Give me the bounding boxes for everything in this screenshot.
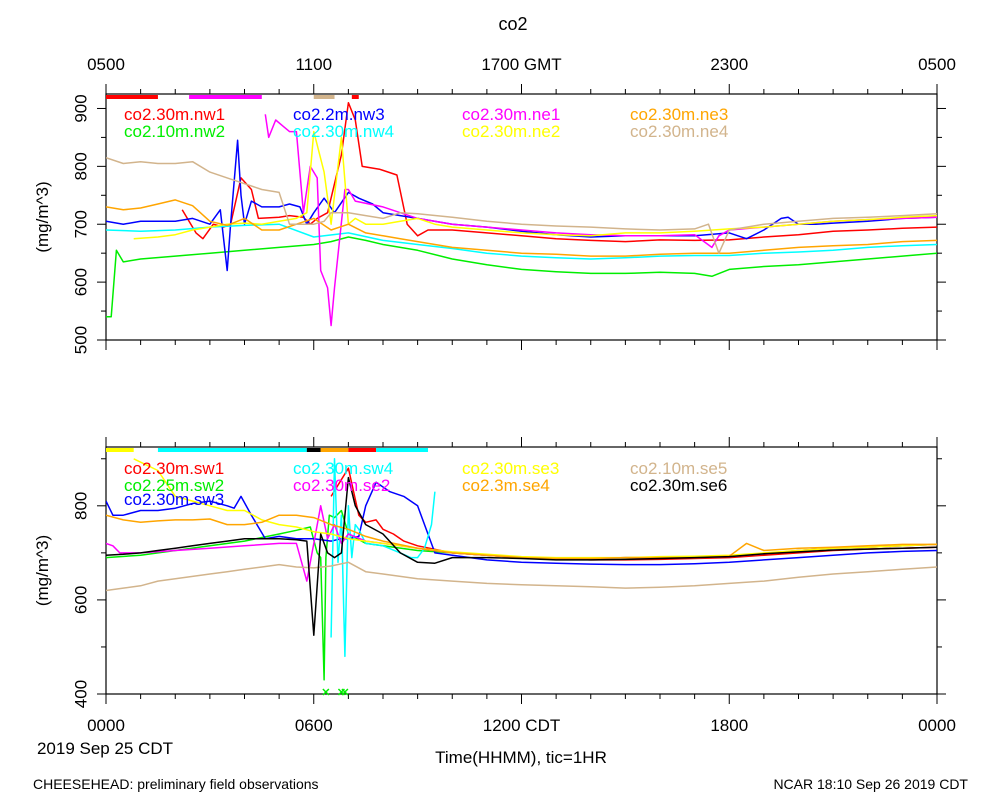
series-line-co2-30m-se6 (106, 476, 937, 636)
legend-item-co2-30m-se6: co2.30m.se6 (630, 476, 727, 495)
series-line-co2-30m-sw4 (330, 458, 436, 658)
y-tick-label: 600 (71, 586, 90, 614)
status-segment (348, 448, 377, 452)
legend-item-co2-30m-ne1: co2.30m.ne1 (462, 105, 560, 124)
bottom-tick-label: 1800 (710, 716, 748, 735)
legend-item-co2-30m-ne4: co2.30m.ne4 (630, 122, 728, 141)
status-segment (189, 95, 262, 99)
legend-item-co2-30m-sw1: co2.30m.sw1 (124, 459, 224, 478)
y-tick-label: 500 (71, 326, 90, 354)
y-tick-label: 800 (71, 152, 90, 180)
legend-item-co2-30m-ne3: co2.30m.ne3 (630, 105, 728, 124)
top-tick-label: 1700 GMT (481, 55, 561, 74)
legend-item-co2-10m-nw2: co2.10m.nw2 (124, 122, 225, 141)
status-segment (351, 95, 359, 99)
series-line-co2-10m-se5 (106, 561, 937, 592)
date-label: 2019 Sep 25 CDT (37, 739, 173, 758)
y-tick-label: 700 (71, 210, 90, 238)
legend-item-co2-2m-nw3: co2.2m.nw3 (293, 105, 385, 124)
series-line-co2-30m-ne2 (133, 130, 937, 240)
legend-item-co2-25m-sw2: co2.25m.sw2 (124, 476, 224, 495)
top-tick-label: 2300 (710, 55, 748, 74)
y-tick-label: 900 (71, 94, 90, 122)
status-segment (376, 448, 429, 452)
series-line-co2-30m-nw1 (181, 101, 937, 243)
legend-item-co2-30m-sw3: co2.30m.sw3 (124, 490, 224, 509)
y-tick-label: 800 (71, 492, 90, 520)
status-segment (320, 448, 349, 452)
bottom-panel: 400 600 800 (mg/m^3) 0000 0600 1200 CDT 1800 000… (33, 437, 956, 735)
y-tick-label: 400 (71, 680, 90, 708)
series-line-co2-25m-sw2 (106, 509, 937, 681)
status-strip (106, 448, 429, 696)
status-strip (106, 95, 359, 99)
series-group (106, 101, 937, 327)
y-axis-label: (mg/m^3) (33, 181, 52, 252)
status-segment (157, 448, 307, 452)
bottom-tick-label: 0600 (295, 716, 333, 735)
legend-item-co2-30m-nw1: co2.30m.nw1 (124, 105, 225, 124)
series-line-co2-3m-se4 (106, 514, 937, 560)
series-line-co2-30m-ne1 (264, 114, 937, 327)
series-line-co2-30m-sw3 (106, 481, 937, 566)
footer-right: NCAR 18:10 Sep 26 2019 CDT (773, 776, 968, 792)
bottom-tick-label: 0000 (87, 716, 125, 735)
top-tick-label: 1100 (295, 55, 332, 74)
status-segment (313, 95, 335, 99)
series-line-co2-30m-ne4 (106, 156, 937, 254)
x-axis-label: Time(HHMM), tic=1HR (435, 748, 607, 767)
top-tick-label: 0500 (918, 55, 956, 74)
top-panel: 500 600 700 800 900 (mg/m^3) 0500 1100 1700 GMT 2… (33, 55, 956, 354)
status-segment (106, 448, 134, 452)
series-line-co2-30m-nw4 (106, 223, 937, 260)
legend-item-co2-30m-se2: co2.30m.se2 (293, 476, 390, 495)
legend-item-co2-30m-se3: co2.30m.se3 (462, 459, 559, 478)
status-segment (106, 95, 158, 99)
legend-item-co2-10m-se5: co2.10m.se5 (630, 459, 727, 478)
series-line-co2-30m-ne3 (106, 199, 937, 257)
bottom-tick-label: 1200 CDT (483, 716, 560, 735)
series-line-co2-10m-nw2 (106, 236, 937, 318)
legend-item-co2-30m-nw4: co2.30m.nw4 (293, 122, 394, 141)
status-segment (306, 448, 321, 452)
top-tick-label: 0500 (87, 55, 125, 74)
y-tick-label: 600 (71, 268, 90, 296)
y-axis-label: (mg/m^3) (33, 535, 52, 606)
legend-item-co2-30m-ne2: co2.30m.ne2 (462, 122, 560, 141)
chart-title: co2 (498, 14, 527, 34)
legend-item-co2-30m-sw4: co2.30m.sw4 (293, 459, 393, 478)
footer-left: CHEESEHEAD: preliminary field observatio… (33, 776, 319, 792)
legend-item-co2-3m-se4: co2.3m.se4 (462, 476, 550, 495)
bottom-tick-label: 0000 (918, 716, 956, 735)
series-group (106, 458, 937, 681)
gap-marker (341, 688, 349, 696)
gap-marker (322, 688, 330, 696)
